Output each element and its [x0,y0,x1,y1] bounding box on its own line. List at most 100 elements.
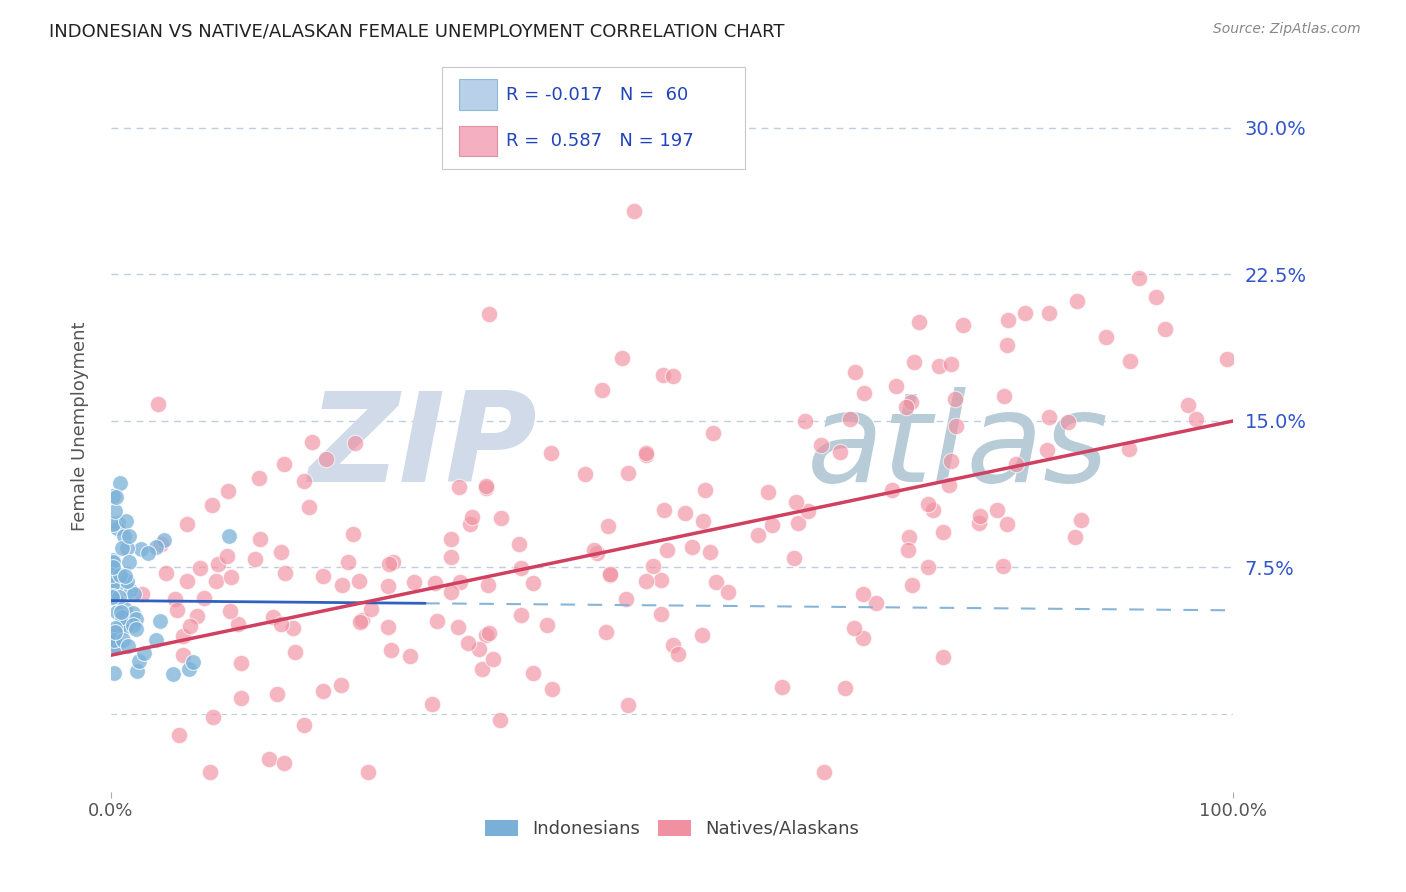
Point [110,541,132,555]
Point [426,614,449,628]
Point [614,591,637,606]
Point [508,537,530,551]
Point [478,307,501,321]
Point [281,621,304,635]
Point [634,446,657,460]
Point [398,649,420,664]
Point [179,619,201,633]
Point [103,633,125,648]
Point [993,558,1015,573]
Point [149,614,172,628]
Point [917,497,939,511]
Point [204,574,226,588]
Point [482,652,505,666]
Point [103,622,125,636]
Point [217,483,239,498]
Point [127,664,149,678]
Point [101,516,124,531]
Point [931,524,953,539]
Point [794,414,817,428]
Point [461,510,484,524]
Point [360,601,382,615]
Point [1038,409,1060,424]
Point [1185,412,1208,426]
Point [105,578,128,592]
Point [1144,290,1167,304]
Point [943,392,966,406]
Point [939,357,962,371]
Point [522,665,544,680]
Point [226,617,249,632]
Point [1177,398,1199,412]
Point [118,529,141,543]
Point [475,628,498,642]
Point [1066,293,1088,308]
Point [270,544,292,558]
Point [172,629,194,643]
Point [852,631,875,645]
Point [1036,443,1059,458]
Point [110,568,132,582]
Point [107,516,129,530]
Point [655,543,678,558]
Point [420,698,443,712]
Point [101,589,124,603]
Point [661,638,683,652]
Point [945,418,967,433]
Point [699,545,721,559]
Point [599,567,621,582]
Point [124,587,146,601]
Point [111,633,134,648]
FancyBboxPatch shape [458,126,496,156]
Point [574,467,596,482]
Point [474,481,496,495]
Point [357,765,380,780]
Point [110,606,132,620]
Point [105,521,128,535]
Point [128,654,150,668]
Point [939,454,962,468]
Point [489,713,512,727]
Text: ZIP: ZIP [309,387,537,508]
Point [1128,271,1150,285]
Point [249,532,271,546]
Point [681,541,703,555]
Point [380,643,402,657]
Point [349,615,371,629]
Point [108,590,131,604]
Point [1038,306,1060,320]
Point [129,542,152,557]
Point [952,318,974,332]
Text: R = -0.017   N =  60: R = -0.017 N = 60 [506,86,688,103]
Point [928,359,950,373]
Point [666,647,689,661]
Point [312,568,335,582]
Point [104,639,127,653]
Point [654,502,676,516]
Point [471,662,494,676]
Point [273,756,295,771]
Point [917,560,939,574]
Point [136,546,159,560]
Point [650,607,672,621]
Point [810,438,832,452]
Point [145,540,167,554]
Legend: Indonesians, Natives/Alaskans: Indonesians, Natives/Alaskans [478,813,866,846]
Point [510,607,533,622]
Point [599,568,621,582]
Point [257,751,280,765]
Point [986,503,1008,517]
Point [114,602,136,616]
Point [270,617,292,632]
Point [105,490,128,504]
Point [108,476,131,491]
Point [717,584,740,599]
Point [458,517,481,532]
Point [595,625,617,640]
Point [218,529,240,543]
Point [908,315,931,329]
Point [193,591,215,606]
Point [612,351,634,366]
Point [839,412,862,426]
Point [117,640,139,654]
